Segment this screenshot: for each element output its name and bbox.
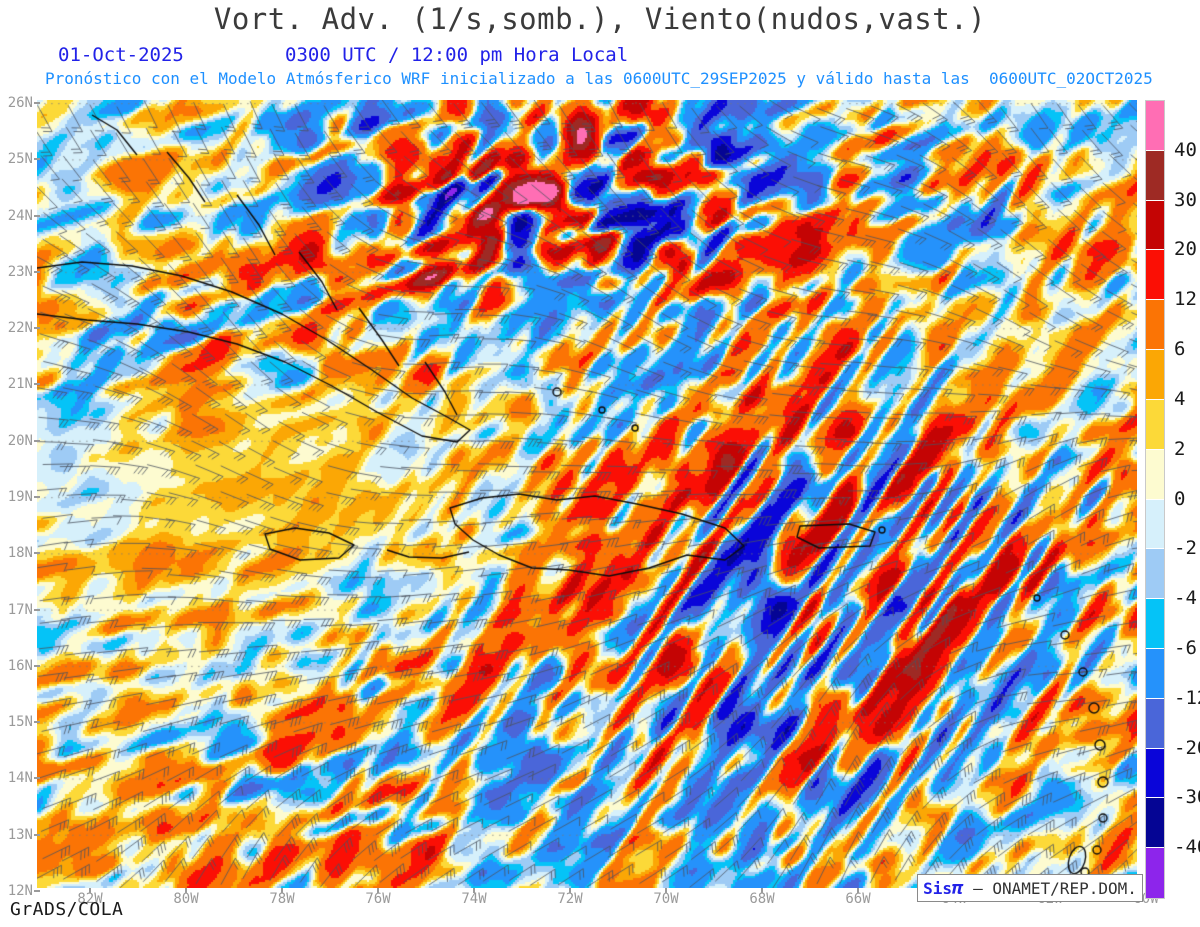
lat-tick bbox=[34, 214, 40, 217]
watermark-box: Sis π – ONAMET/REP.DOM. bbox=[917, 874, 1143, 902]
lat-tick bbox=[34, 721, 40, 724]
lon-tick bbox=[185, 888, 187, 893]
colorbar-segment bbox=[1146, 250, 1164, 301]
lat-label: 16N bbox=[7, 657, 33, 674]
colorbar-level-label: 4 bbox=[1174, 387, 1186, 410]
lat-label: 13N bbox=[7, 826, 33, 843]
lat-label: 26N bbox=[7, 95, 33, 111]
colorbar-segment bbox=[1146, 599, 1164, 649]
lon-tick bbox=[569, 888, 571, 893]
lat-tick bbox=[34, 496, 40, 498]
watermark-brand: Sis bbox=[923, 878, 953, 898]
lat-label: 18N bbox=[7, 545, 33, 562]
colorbar-segment bbox=[1146, 549, 1164, 600]
lon-tick bbox=[857, 888, 859, 893]
colorbar-segment bbox=[1146, 200, 1164, 251]
colorbar-segment bbox=[1146, 648, 1164, 699]
lat-tick bbox=[34, 270, 40, 273]
lat-label: 15N bbox=[7, 714, 33, 731]
colorbar-segment bbox=[1146, 150, 1164, 201]
colorbar-segment bbox=[1146, 698, 1164, 749]
colorbar-level-label: -4 bbox=[1174, 587, 1197, 610]
lon-tick bbox=[377, 888, 379, 893]
colorbar-segment bbox=[1146, 399, 1164, 450]
lon-tick bbox=[761, 888, 763, 893]
lon-tick bbox=[473, 888, 475, 893]
lon-tick bbox=[89, 888, 91, 893]
colorbar-segment bbox=[1146, 748, 1164, 799]
lon-label: 80W bbox=[173, 891, 199, 907]
colorbar-level-label: -6 bbox=[1174, 636, 1197, 659]
colorbar-segment bbox=[1146, 449, 1164, 500]
lon-label: 68W bbox=[749, 891, 775, 907]
lon-tick bbox=[281, 888, 283, 893]
lat-label: 12N bbox=[7, 883, 33, 899]
lat-tick bbox=[34, 439, 40, 442]
lat-tick bbox=[34, 102, 40, 104]
page-title: Vort. Adv. (1/s,somb.), Viento(nudos,vas… bbox=[213, 2, 987, 36]
lat-tick bbox=[34, 833, 40, 836]
colorbar-segment bbox=[1146, 798, 1164, 849]
colorbar-level-label: 0 bbox=[1174, 487, 1186, 510]
lat-tick bbox=[34, 890, 40, 892]
forecast-time: 0300 UTC / 12:00 pm Hora Local bbox=[285, 44, 629, 66]
lon-label: 72W bbox=[557, 891, 583, 907]
colorbar-segment bbox=[1146, 101, 1164, 151]
lon-label: 66W bbox=[845, 891, 871, 907]
colorbar-level-label: 2 bbox=[1174, 437, 1186, 460]
lat-label: 25N bbox=[7, 151, 33, 168]
lat-label: 23N bbox=[7, 263, 33, 280]
watermark-pi-icon: π bbox=[952, 877, 964, 899]
colorbar-segment bbox=[1146, 300, 1164, 351]
lat-tick bbox=[34, 383, 40, 386]
colorbar-segment bbox=[1146, 848, 1164, 898]
lon-label: 78W bbox=[269, 891, 295, 907]
watermark-separator: – bbox=[963, 878, 993, 898]
lon-label: 74W bbox=[461, 891, 487, 907]
colorbar-level-label: 20 bbox=[1174, 238, 1197, 261]
vorticity-wind-map bbox=[37, 100, 1137, 888]
colorbar-segment bbox=[1146, 350, 1164, 400]
lat-label: 20N bbox=[7, 432, 33, 449]
forecast-date: 01-Oct-2025 bbox=[58, 44, 184, 66]
lat-label: 24N bbox=[7, 207, 33, 224]
lon-label: 82W bbox=[77, 891, 103, 907]
colorbar-level-label: -40 bbox=[1174, 836, 1200, 859]
lon-tick bbox=[665, 888, 667, 893]
lat-label: 17N bbox=[7, 601, 33, 618]
lat-tick bbox=[34, 327, 40, 330]
lat-tick bbox=[34, 777, 40, 780]
colorbar-level-label: -20 bbox=[1174, 736, 1200, 759]
lat-label: 21N bbox=[7, 376, 33, 393]
lat-tick bbox=[34, 664, 40, 667]
lat-tick bbox=[34, 608, 40, 611]
model-subtitle: Pronóstico con el Modelo Atmósferico WRF… bbox=[45, 69, 1153, 88]
lat-tick bbox=[34, 552, 40, 555]
colorbar-level-label: 30 bbox=[1174, 188, 1197, 211]
watermark-org: ONAMET/REP.DOM. bbox=[992, 878, 1137, 898]
lat-label: 14N bbox=[7, 770, 33, 787]
grads-credit: GrADS/COLA bbox=[10, 899, 124, 920]
lat-label: 22N bbox=[7, 320, 33, 337]
colorbar-level-label: 40 bbox=[1174, 138, 1197, 161]
colorbar-level-label: -2 bbox=[1174, 537, 1197, 560]
lat-tick bbox=[34, 158, 40, 161]
colorbar-segment bbox=[1146, 499, 1164, 550]
lon-label: 76W bbox=[365, 891, 391, 907]
colorbar bbox=[1145, 100, 1165, 899]
colorbar-level-label: -12 bbox=[1174, 686, 1200, 709]
colorbar-level-label: 12 bbox=[1174, 288, 1197, 311]
lat-label: 19N bbox=[7, 489, 33, 505]
colorbar-level-label: 6 bbox=[1174, 338, 1186, 361]
lon-label: 70W bbox=[653, 891, 679, 907]
colorbar-level-label: -30 bbox=[1174, 786, 1200, 809]
